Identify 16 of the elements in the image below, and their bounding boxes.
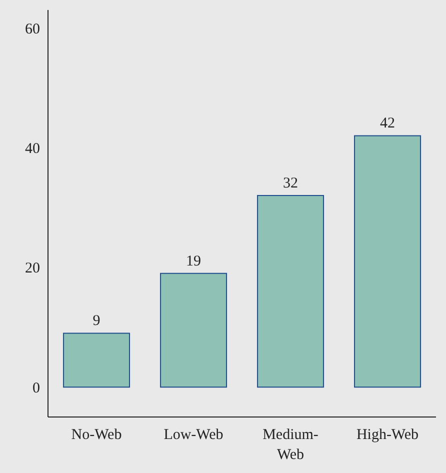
y-tick-label: 20 (25, 260, 40, 277)
y-tick-label: 40 (25, 140, 40, 157)
data-label: 9 (92, 313, 100, 330)
x-tick-label: High-Web (356, 427, 419, 443)
bar (160, 272, 228, 388)
data-label: 19 (186, 253, 202, 270)
data-label: 42 (380, 116, 396, 132)
x-tick-label: No-Web (71, 427, 122, 443)
bar (63, 332, 130, 388)
bar (257, 195, 324, 388)
y-tick-label: 60 (25, 21, 40, 38)
data-label: 32 (283, 176, 298, 192)
x-tick-label: Medium-Web (262, 427, 318, 463)
x-tick-label: Low-Web (164, 427, 224, 443)
y-tick-label: 0 (32, 380, 40, 396)
bar (354, 135, 422, 388)
